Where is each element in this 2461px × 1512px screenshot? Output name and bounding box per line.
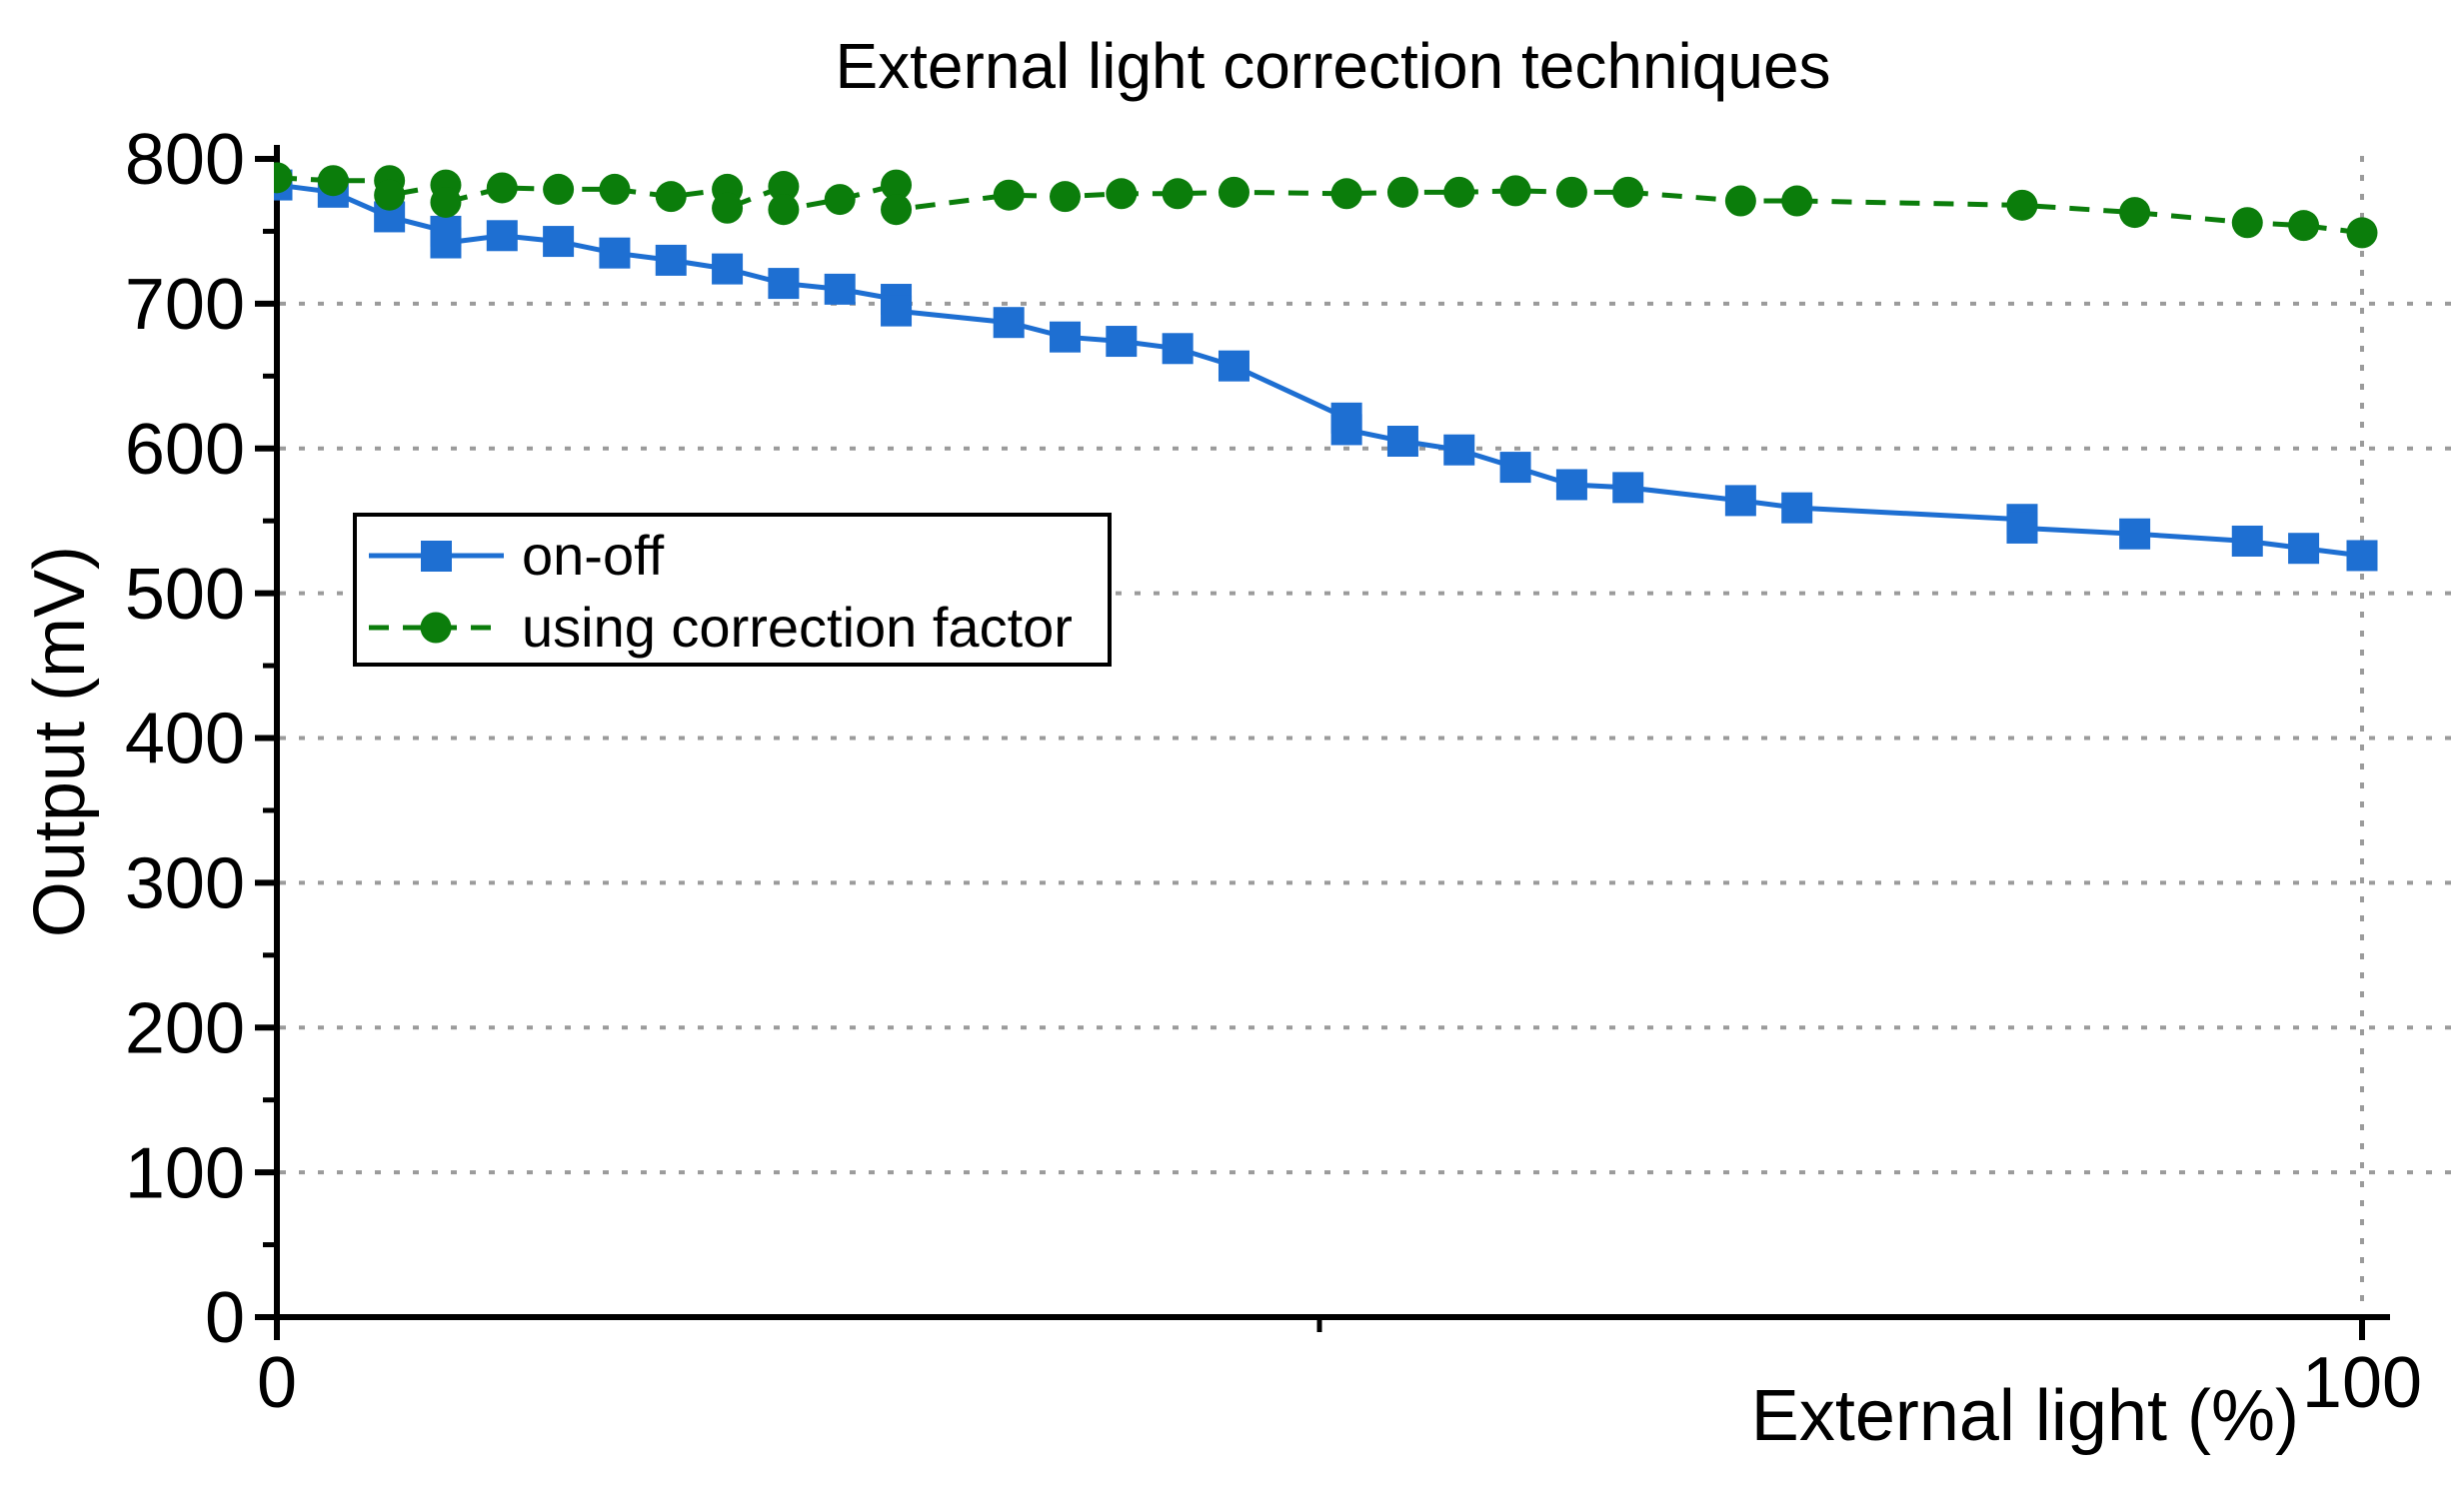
x-axis-label: External light (%): [1750, 1376, 2299, 1456]
data-point-square-5: [486, 220, 518, 252]
data-point-square-17: [1162, 333, 1194, 365]
y-axis-label: Output (mV): [20, 545, 100, 938]
y-tick-label-300: 300: [125, 844, 245, 924]
data-point-square-23: [1499, 452, 1531, 484]
data-point-circle-11: [712, 192, 744, 224]
series-using-correction-factor: [274, 162, 2378, 249]
data-point-circle-16: [881, 194, 913, 226]
data-point-square-15: [1050, 321, 1082, 353]
data-point-circle-8: [599, 173, 631, 205]
series-on-off: [274, 169, 2378, 572]
data-point-circle-7: [543, 173, 575, 205]
data-point-circle-3: [374, 179, 406, 211]
series-line-solid: [276, 182, 2363, 559]
data-point-circle-32: [2231, 207, 2263, 239]
chart-title: External light correction techniques: [835, 30, 1831, 102]
data-point-circle-19: [1106, 178, 1138, 210]
data-point-square-31: [2231, 525, 2263, 557]
data-point-circle-17: [993, 179, 1025, 211]
data-point-square-22: [1443, 434, 1475, 466]
data-point-square-6: [543, 226, 575, 258]
legend-label-correction-factor: using correction factor: [522, 596, 1073, 659]
data-point-square-29: [2006, 512, 2038, 544]
legend-label-on-off: on-off: [522, 524, 665, 587]
data-point-circle-28: [1724, 185, 1756, 217]
data-point-circle-6: [486, 172, 518, 204]
data-point-circle-23: [1386, 176, 1418, 208]
data-point-square-16: [1106, 326, 1138, 358]
data-point-circle-22: [1330, 178, 1362, 210]
data-point-square-24: [1555, 469, 1587, 501]
legend: on-off using correction factor: [353, 513, 1112, 667]
legend-square-marker-icon: [421, 541, 452, 572]
data-point-circle-30: [2006, 189, 2038, 221]
data-point-square-32: [2288, 533, 2320, 565]
data-point-circle-27: [1612, 176, 1644, 208]
data-point-circle-33: [2288, 210, 2320, 242]
legend-item-correction-factor: using correction factor: [369, 592, 1108, 664]
data-point-square-7: [599, 237, 631, 269]
y-tick-label-200: 200: [125, 988, 245, 1068]
x-tick-label-0: 0: [257, 1343, 297, 1423]
legend-swatch-square: [369, 541, 504, 572]
x-tick-label-100: 100: [2302, 1343, 2422, 1423]
data-point-circle-0: [274, 162, 293, 194]
data-point-circle-12: [768, 171, 800, 203]
data-point-square-10: [768, 268, 800, 300]
data-point-square-21: [1386, 426, 1418, 458]
legend-item-on-off: on-off: [369, 520, 1108, 592]
data-point-circle-24: [1443, 176, 1475, 208]
data-point-square-18: [1218, 350, 1249, 382]
data-point-circle-15: [881, 169, 913, 201]
data-point-square-8: [655, 244, 687, 276]
data-point-circle-26: [1555, 176, 1587, 208]
data-point-circle-25: [1499, 175, 1531, 207]
data-point-circle-13: [768, 194, 800, 226]
data-point-circle-20: [1162, 178, 1194, 210]
y-tick-label-600: 600: [125, 410, 245, 490]
data-point-square-33: [2346, 540, 2378, 572]
y-tick-label-700: 700: [125, 265, 245, 345]
data-point-square-4: [430, 227, 462, 259]
data-point-square-25: [1612, 472, 1644, 504]
y-tick-label-0: 0: [205, 1278, 245, 1358]
data-point-circle-14: [824, 184, 856, 216]
data-point-square-11: [824, 273, 856, 305]
series-line-dashed: [276, 175, 2363, 236]
y-tick-label-500: 500: [125, 555, 245, 635]
data-point-square-9: [712, 253, 744, 285]
data-point-square-27: [1781, 492, 1813, 524]
data-point-circle-31: [2119, 197, 2151, 229]
data-point-circle-9: [655, 181, 687, 213]
data-point-circle-5: [430, 186, 462, 218]
data-point-square-26: [1724, 485, 1756, 517]
data-point-square-20: [1330, 414, 1362, 446]
data-point-circle-34: [2346, 217, 2378, 249]
y-tick-label-400: 400: [125, 700, 245, 779]
data-point-square-13: [881, 295, 913, 327]
legend-circle-marker-icon: [420, 612, 452, 644]
y-tick-label-100: 100: [125, 1133, 245, 1213]
data-point-square-30: [2119, 518, 2151, 550]
data-point-circle-18: [1050, 181, 1082, 213]
y-tick-label-800: 800: [125, 120, 245, 200]
data-point-circle-1: [317, 165, 349, 197]
data-point-circle-21: [1218, 176, 1249, 208]
data-point-circle-29: [1781, 185, 1813, 217]
legend-swatch-circle: [369, 612, 504, 644]
data-point-square-14: [993, 307, 1025, 339]
